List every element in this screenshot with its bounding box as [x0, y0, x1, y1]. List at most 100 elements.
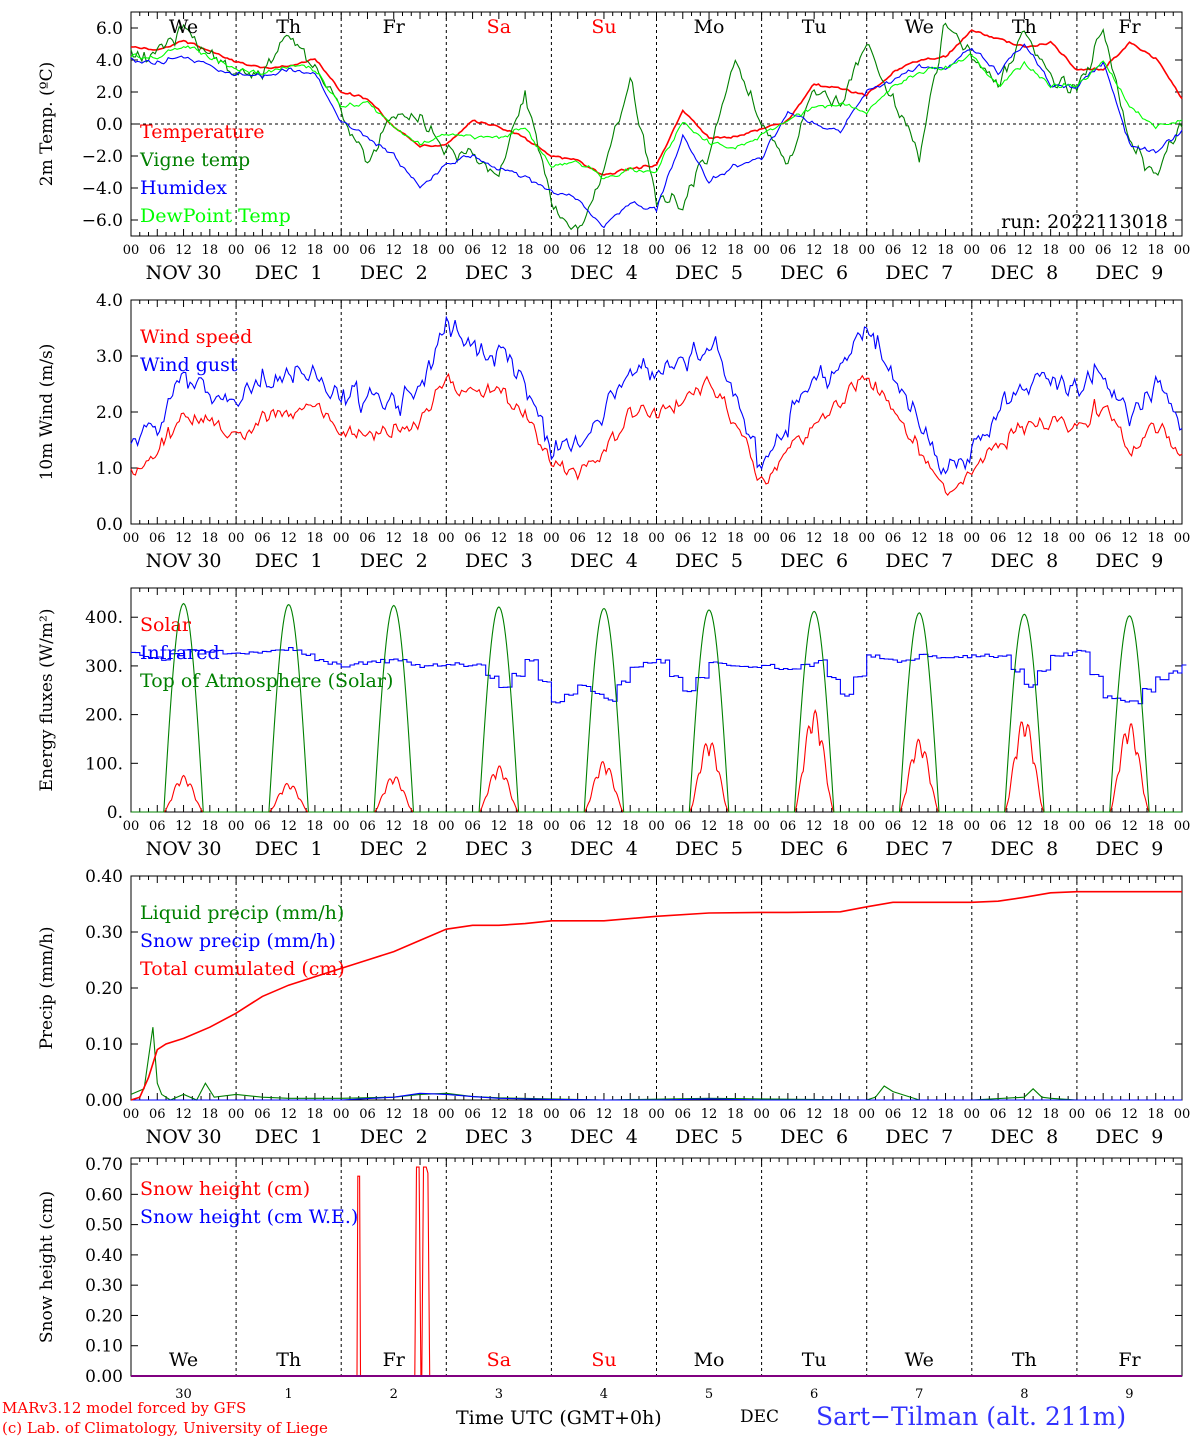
- hour-tick-label: 12: [806, 819, 823, 834]
- y-tick-label: −2.0: [82, 147, 123, 167]
- hour-tick-label: 06: [990, 531, 1007, 546]
- date-label: DEC 3: [465, 1126, 533, 1148]
- bottom-day-number: 6: [810, 1387, 818, 1402]
- hour-tick-label: 06: [254, 531, 271, 546]
- bottom-day-number: 7: [915, 1387, 923, 1402]
- hour-tick-label: 06: [464, 531, 481, 546]
- hour-tick-label: 00: [333, 243, 350, 258]
- date-label: DEC 4: [570, 838, 638, 860]
- series-humidex: [130, 43, 1183, 229]
- weekday-label-bottom: Th: [276, 1349, 301, 1371]
- hour-tick-label: 00: [858, 819, 875, 834]
- hour-tick-label: 12: [596, 819, 613, 834]
- hour-tick-label: 06: [359, 819, 376, 834]
- hour-tick-label: 12: [280, 243, 297, 258]
- y-tick-label: 2.0: [96, 83, 123, 103]
- legend-entry: Temperature: [140, 121, 264, 143]
- date-label: DEC 7: [885, 1126, 953, 1148]
- hour-tick-label: 00: [1069, 243, 1086, 258]
- hour-tick-label: 00: [964, 1107, 981, 1122]
- hour-tick-label: 00: [228, 531, 245, 546]
- y-tick-label: 100.: [85, 754, 123, 774]
- y-tick-label: 2.0: [96, 403, 123, 423]
- hour-tick-label: 06: [569, 531, 586, 546]
- hour-tick-label: 00: [228, 1107, 245, 1122]
- hour-tick-label: 18: [1042, 243, 1059, 258]
- hour-tick-label: 00: [228, 819, 245, 834]
- hour-tick-label: 18: [307, 531, 324, 546]
- hour-tick-label: 00: [964, 819, 981, 834]
- bottom-day-number: 4: [600, 1387, 608, 1402]
- series-infrared: [131, 647, 1187, 705]
- hour-tick-label: 00: [648, 1107, 665, 1122]
- date-label: DEC 3: [465, 838, 533, 860]
- run-label: run: 2022113018: [1001, 211, 1168, 233]
- hour-tick-label: 18: [1147, 819, 1164, 834]
- hour-tick-label: 18: [727, 531, 744, 546]
- hour-tick-label: 00: [543, 531, 560, 546]
- y-tick-label: 300.: [85, 657, 123, 677]
- hour-tick-label: 06: [359, 1107, 376, 1122]
- hour-tick-label: 06: [780, 1107, 797, 1122]
- weekday-label-bottom: Tu: [802, 1349, 827, 1371]
- hour-tick-label: 00: [228, 243, 245, 258]
- hour-tick-label: 18: [517, 531, 534, 546]
- hour-tick-label: 00: [123, 1107, 140, 1122]
- weekday-label-top: Th: [1012, 16, 1037, 38]
- date-label: DEC 5: [675, 262, 743, 284]
- hour-tick-label: 18: [202, 819, 219, 834]
- weekday-label-bottom: Mo: [694, 1349, 725, 1371]
- bottom-day-number: 2: [390, 1387, 398, 1402]
- hour-tick-label: 00: [648, 819, 665, 834]
- y-tick-label: 4.0: [96, 51, 123, 71]
- hour-tick-label: 00: [753, 1107, 770, 1122]
- hour-tick-label: 12: [1016, 1107, 1033, 1122]
- hour-tick-label: 06: [675, 243, 692, 258]
- hour-tick-label: 12: [491, 1107, 508, 1122]
- date-label: DEC 5: [675, 1126, 743, 1148]
- date-label: DEC 6: [780, 838, 848, 860]
- hour-tick-label: 18: [1147, 243, 1164, 258]
- hour-tick-label: 06: [675, 531, 692, 546]
- legend-entry: Liquid precip (mm/h): [140, 902, 344, 924]
- y-tick-label: 0.00: [85, 1091, 123, 1111]
- hour-tick-label: 06: [1095, 243, 1112, 258]
- hour-tick-label: 12: [911, 1107, 928, 1122]
- date-label: DEC 2: [360, 262, 428, 284]
- hour-tick-label: 00: [858, 531, 875, 546]
- hour-tick-label: 18: [1042, 531, 1059, 546]
- hour-tick-label: 12: [385, 819, 402, 834]
- hour-tick-label: 00: [438, 531, 455, 546]
- hour-tick-label: 06: [359, 243, 376, 258]
- hour-tick-label: 18: [727, 243, 744, 258]
- date-label: DEC 7: [885, 262, 953, 284]
- hour-tick-label: 00: [438, 819, 455, 834]
- hour-tick-label: 18: [412, 531, 429, 546]
- hour-tick-label: 06: [780, 531, 797, 546]
- legend-entry: Wind gust: [140, 354, 238, 376]
- hour-tick-label: 06: [464, 819, 481, 834]
- legend-entry: DewPoint Temp: [140, 205, 291, 227]
- hour-tick-label: 18: [622, 1107, 639, 1122]
- bottom-day-number: 1: [285, 1387, 293, 1402]
- y-tick-label: −6.0: [82, 211, 123, 231]
- bottom-day-number: 8: [1020, 1387, 1028, 1402]
- hour-tick-label: 00: [1174, 1107, 1191, 1122]
- legend-entry: Infrared: [140, 642, 220, 664]
- hour-tick-label: 00: [753, 531, 770, 546]
- date-label: DEC 8: [990, 550, 1058, 572]
- date-label: NOV 30: [146, 1126, 222, 1148]
- hour-tick-label: 12: [1016, 531, 1033, 546]
- weekday-label-top: Fr: [383, 16, 406, 38]
- hour-tick-label: 12: [1121, 819, 1138, 834]
- y-tick-label: 0.0: [96, 515, 123, 535]
- series-dewpoint-temp: [130, 45, 1183, 180]
- panel-frame-1: [130, 299, 1183, 525]
- hour-tick-label: 00: [543, 243, 560, 258]
- hour-tick-label: 00: [1174, 531, 1191, 546]
- date-label: DEC 9: [1096, 838, 1164, 860]
- hour-tick-label: 18: [307, 243, 324, 258]
- hour-tick-label: 12: [806, 1107, 823, 1122]
- hour-tick-label: 06: [885, 1107, 902, 1122]
- hour-tick-label: 06: [1095, 1107, 1112, 1122]
